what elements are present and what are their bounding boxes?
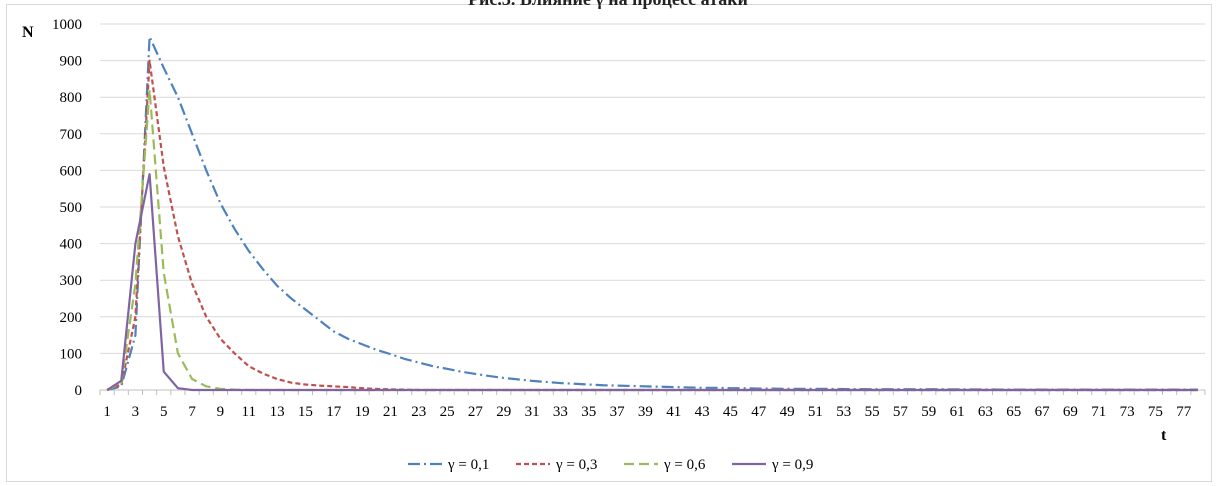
y-tick-label: 800 (60, 90, 83, 106)
y-tick-label: 300 (60, 273, 83, 289)
y-tick-label: 600 (60, 163, 83, 179)
gridlines (99, 23, 1206, 395)
legend-item-1: γ = 0,1 (408, 457, 489, 473)
x-tick-label: 47 (751, 404, 767, 420)
y-tick-label: 400 (60, 237, 83, 253)
x-tick-label: 63 (978, 404, 993, 420)
legend-label: γ = 0,9 (771, 457, 813, 473)
x-tick-label: 19 (355, 404, 370, 420)
chart-frame (6, 4, 1212, 482)
x-tick-label: 23 (411, 404, 426, 420)
x-tick-label: 41 (666, 404, 681, 420)
legend-item-2: γ = 0,3 (516, 457, 597, 473)
x-tick-label: 77 (1176, 404, 1192, 420)
x-tick-label: 53 (836, 404, 851, 420)
x-tick-label: 7 (188, 404, 196, 420)
series-line-2 (106, 59, 1198, 392)
x-tick-label: 49 (780, 404, 795, 420)
x-tick-labels: 1 3 5 7 9 11 13 15 17 19 21 23 25 27 29 31 33 35 37 39 41 43 4… (103, 404, 1191, 420)
x-tick-label: 73 (1120, 404, 1135, 420)
x-tick-label: 55 (865, 404, 880, 420)
x-tick-label: 67 (1035, 404, 1051, 420)
x-tick-label: 69 (1063, 404, 1078, 420)
series-line-4 (106, 172, 1198, 392)
x-tick-label: 37 (610, 404, 626, 420)
x-tick-label: 45 (723, 404, 738, 420)
series-line-1 (106, 35, 1198, 392)
y-tick-label: 200 (60, 310, 83, 326)
legend-item-4: γ = 0,9 (732, 457, 813, 473)
y-tick-label: 1000 (52, 17, 82, 33)
x-tick-label: 25 (440, 404, 455, 420)
x-tick-label: 17 (326, 404, 342, 420)
y-axis-label: N (22, 24, 34, 41)
series-lines (106, 35, 1198, 392)
legend-label: γ = 0,1 (447, 457, 489, 473)
x-tick-label: 9 (217, 404, 225, 420)
legend-item-3: γ = 0,6 (624, 457, 706, 473)
x-tick-label: 1 (103, 404, 111, 420)
y-tick-label: 0 (75, 383, 83, 399)
x-tick-label: 27 (468, 404, 484, 420)
x-axis-label: t (1161, 427, 1167, 444)
x-tick-label: 13 (270, 404, 285, 420)
series-line-3 (106, 88, 1198, 392)
y-tick-label: 500 (60, 200, 83, 216)
x-tick-label: 61 (950, 404, 965, 420)
x-tick-label: 5 (160, 404, 168, 420)
page-header-text: Рис.3. Влияние γ на процесс атаки (0, 0, 1216, 10)
x-tick-label: 15 (298, 404, 313, 420)
x-tick-label: 65 (1006, 404, 1021, 420)
y-tick-labels: 0 100 200 300 400 500 600 700 800 900 1000 (52, 17, 82, 399)
y-tick-label: 900 (60, 54, 83, 70)
x-tick-label: 75 (1148, 404, 1163, 420)
y-tick-label: 700 (60, 127, 83, 143)
x-tick-label: 57 (893, 404, 909, 420)
x-tick-label: 71 (1091, 404, 1106, 420)
x-tick-label: 39 (638, 404, 653, 420)
x-tick-label: 59 (921, 404, 936, 420)
x-tick-label: 43 (695, 404, 710, 420)
x-tick-label: 3 (132, 404, 140, 420)
x-tick-label: 33 (553, 404, 568, 420)
x-tick-label: 29 (496, 404, 511, 420)
y-tick-label: 100 (60, 346, 83, 362)
x-tick-label: 31 (525, 404, 540, 420)
legend-label: γ = 0,6 (663, 457, 706, 473)
x-tick-label: 21 (383, 404, 398, 420)
x-tick-label: 51 (808, 404, 823, 420)
x-tick-label: 11 (242, 404, 256, 420)
legend-label: γ = 0,3 (555, 457, 597, 473)
legend: γ = 0,1 γ = 0,3 γ = 0,6 γ = 0,9 (408, 457, 813, 473)
x-tick-label: 35 (581, 404, 596, 420)
